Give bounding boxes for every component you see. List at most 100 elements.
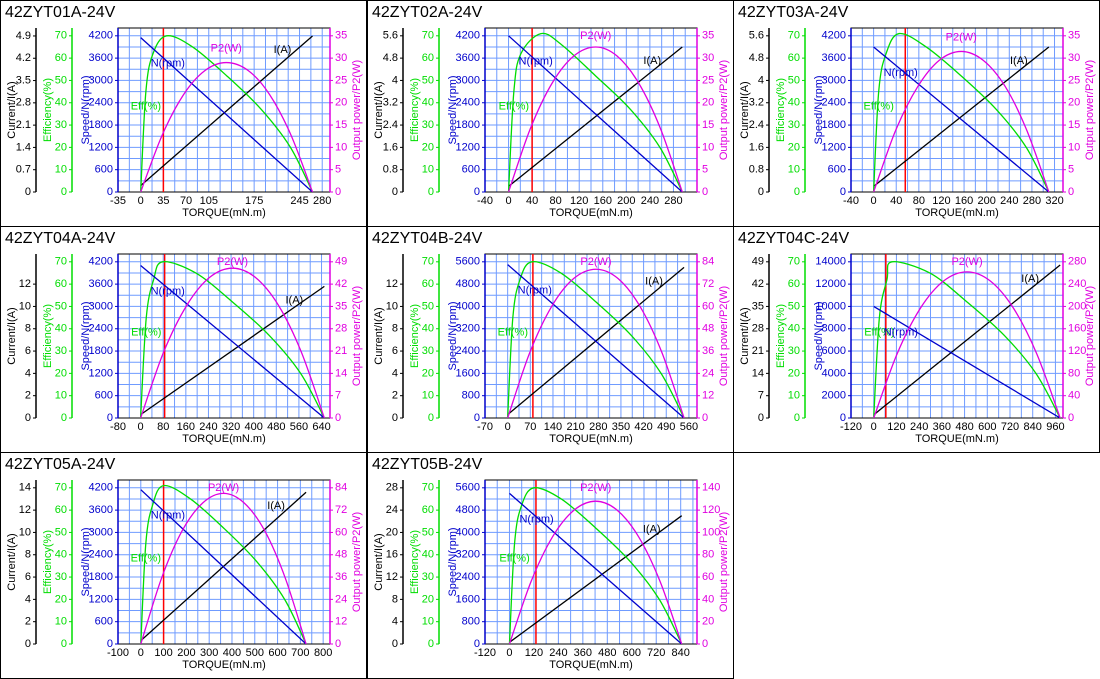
y-tick-label: 2400 <box>456 97 480 109</box>
y-tick-label: 4.8 <box>749 52 764 64</box>
series-label: N(rpm) <box>151 58 185 70</box>
y-tick-label: 3000 <box>456 74 480 86</box>
y-tick-label: 2.4 <box>749 119 764 131</box>
y-tick-label: 1200 <box>456 141 480 153</box>
y-tick-label: 4200 <box>89 30 113 42</box>
y-tick-label: 70 <box>788 256 800 268</box>
curve <box>508 487 683 644</box>
y-tick-label: 4 <box>25 593 31 605</box>
y-tick-label: 20 <box>335 97 347 109</box>
y-tick-label: 0 <box>25 638 31 650</box>
curve <box>140 37 313 192</box>
y-tick-label: 35 <box>702 30 714 42</box>
x-tick-label: 210 <box>566 421 584 433</box>
y-tick-label: 40 <box>55 97 67 109</box>
y-axis-title: Output power/P2(W) <box>351 286 363 386</box>
y-tick-label: 35 <box>335 30 347 42</box>
y-tick-label: 40 <box>1068 390 1080 402</box>
y-tick-label: 7 <box>758 390 764 402</box>
y-tick-label: 0 <box>61 412 67 424</box>
y-tick-label: 60 <box>55 504 67 516</box>
y-tick-label: 60 <box>55 52 67 64</box>
y-tick-label: 0 <box>25 412 31 424</box>
curve <box>873 50 1050 192</box>
y-tick-label: 3600 <box>822 52 846 64</box>
chart-title: 42ZYT04A-24V <box>5 230 116 247</box>
series-label: I(A) <box>267 500 285 512</box>
y-tick-label: 0 <box>840 412 846 424</box>
y-tick-label: 12 <box>19 278 31 290</box>
y-tick-label: 1600 <box>456 593 480 605</box>
y-tick-label: 10 <box>19 526 31 538</box>
x-tick-label: 600 <box>268 647 286 659</box>
x-tick-label: 700 <box>291 647 309 659</box>
series-label: Eff(%) <box>499 552 529 564</box>
y-tick-label: 2400 <box>822 97 846 109</box>
series-label: Eff(%) <box>498 326 528 338</box>
x-tick-label: 480 <box>267 421 285 433</box>
y-tick-label: 10 <box>702 141 714 153</box>
y-tick-label: 6000 <box>822 345 846 357</box>
y-tick-label: 800 <box>462 390 480 402</box>
y-tick-label: 50 <box>422 300 434 312</box>
y-tick-label: 30 <box>55 345 67 357</box>
y-tick-label: 35 <box>335 300 347 312</box>
curve <box>873 271 1061 418</box>
y-tick-label: 30 <box>422 119 434 131</box>
y-tick-label: 20 <box>702 616 714 628</box>
y-tick-label: 4800 <box>456 504 480 516</box>
series-label: I(A) <box>643 524 661 536</box>
y-tick-label: 14 <box>19 482 31 494</box>
y-tick-label: 25 <box>1068 74 1080 86</box>
curve <box>140 484 307 644</box>
y-tick-label: 0 <box>474 186 480 198</box>
x-tick-label: 640 <box>312 421 330 433</box>
y-axis-title: Efficiency(%) <box>42 530 54 594</box>
y-tick-label: 40 <box>788 323 800 335</box>
x-tick-label: 280 <box>313 195 331 207</box>
x-tick-label: 240 <box>1000 195 1018 207</box>
y-tick-label: 2 <box>25 390 31 402</box>
y-tick-label: 20 <box>422 141 434 153</box>
y-tick-label: 40 <box>788 97 800 109</box>
x-tick-label: 35 <box>157 195 169 207</box>
x-tick-label: 720 <box>1001 421 1019 433</box>
y-tick-label: 100 <box>702 526 720 538</box>
y-tick-label: 4200 <box>822 30 846 42</box>
y-tick-label: 60 <box>788 52 800 64</box>
y-tick-label: 20 <box>422 367 434 379</box>
y-axis-title: Current/I(A) <box>739 81 751 138</box>
curve <box>873 46 1050 187</box>
y-tick-label: 0 <box>392 412 398 424</box>
y-tick-label: 5.6 <box>749 30 764 42</box>
y-axis-title: Speed/N(rpm) <box>447 301 459 370</box>
y-tick-label: 0 <box>428 638 434 650</box>
y-tick-label: 30 <box>422 345 434 357</box>
y-tick-label: 0 <box>702 638 708 650</box>
y-tick-label: 1600 <box>456 367 480 379</box>
y-axis-title: Current/I(A) <box>373 81 385 138</box>
y-tick-label: 10000 <box>815 300 846 312</box>
y-tick-label: 16 <box>386 549 398 561</box>
y-tick-label: 50 <box>788 300 800 312</box>
y-tick-label: 84 <box>335 482 347 494</box>
y-tick-label: 5.6 <box>383 30 398 42</box>
y-tick-label: 0 <box>61 638 67 650</box>
y-tick-label: 3600 <box>89 52 113 64</box>
y-tick-label: 30 <box>422 571 434 583</box>
curve <box>872 32 1050 192</box>
y-tick-label: 60 <box>422 504 434 516</box>
x-tick-label: 360 <box>574 647 592 659</box>
y-tick-label: 20 <box>55 141 67 153</box>
x-tick-label: 600 <box>978 421 996 433</box>
series-label: I(A) <box>1021 273 1039 285</box>
y-tick-label: 30 <box>1068 52 1080 64</box>
y-tick-label: 120 <box>1068 345 1086 357</box>
y-tick-label: 50 <box>55 526 67 538</box>
x-tick-label: 245 <box>290 195 308 207</box>
y-tick-label: 36 <box>335 571 347 583</box>
y-tick-label: 240 <box>1068 278 1086 290</box>
y-tick-label: 1200 <box>89 367 113 379</box>
x-tick-label: 480 <box>598 647 616 659</box>
